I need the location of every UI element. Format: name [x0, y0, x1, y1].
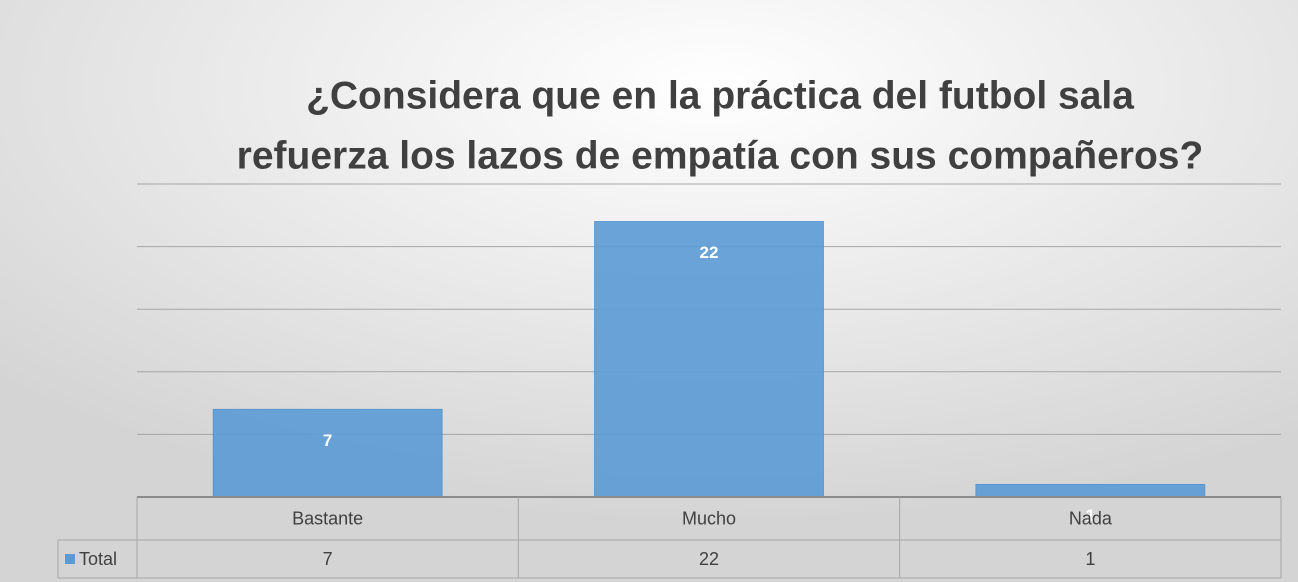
- data-label: 7: [323, 431, 332, 450]
- table-value: 22: [699, 549, 719, 569]
- table-value: 1: [1085, 549, 1095, 569]
- data-label: 1: [1086, 506, 1095, 525]
- chart-title: refuerza los lazos de empatía con sus co…: [237, 134, 1204, 177]
- data-label: 22: [700, 243, 719, 262]
- legend-label: Total: [79, 549, 117, 569]
- x-tick-label: Bastante: [292, 508, 363, 528]
- legend-key: [65, 554, 75, 564]
- bar: [975, 483, 1206, 498]
- bar: [212, 408, 443, 498]
- table-value: 7: [323, 549, 333, 569]
- x-tick-label: Mucho: [682, 508, 736, 528]
- chart-title: ¿Considera que en la práctica del futbol…: [306, 74, 1134, 117]
- x-tick-label: Nada: [1069, 508, 1113, 528]
- bar: [594, 221, 824, 498]
